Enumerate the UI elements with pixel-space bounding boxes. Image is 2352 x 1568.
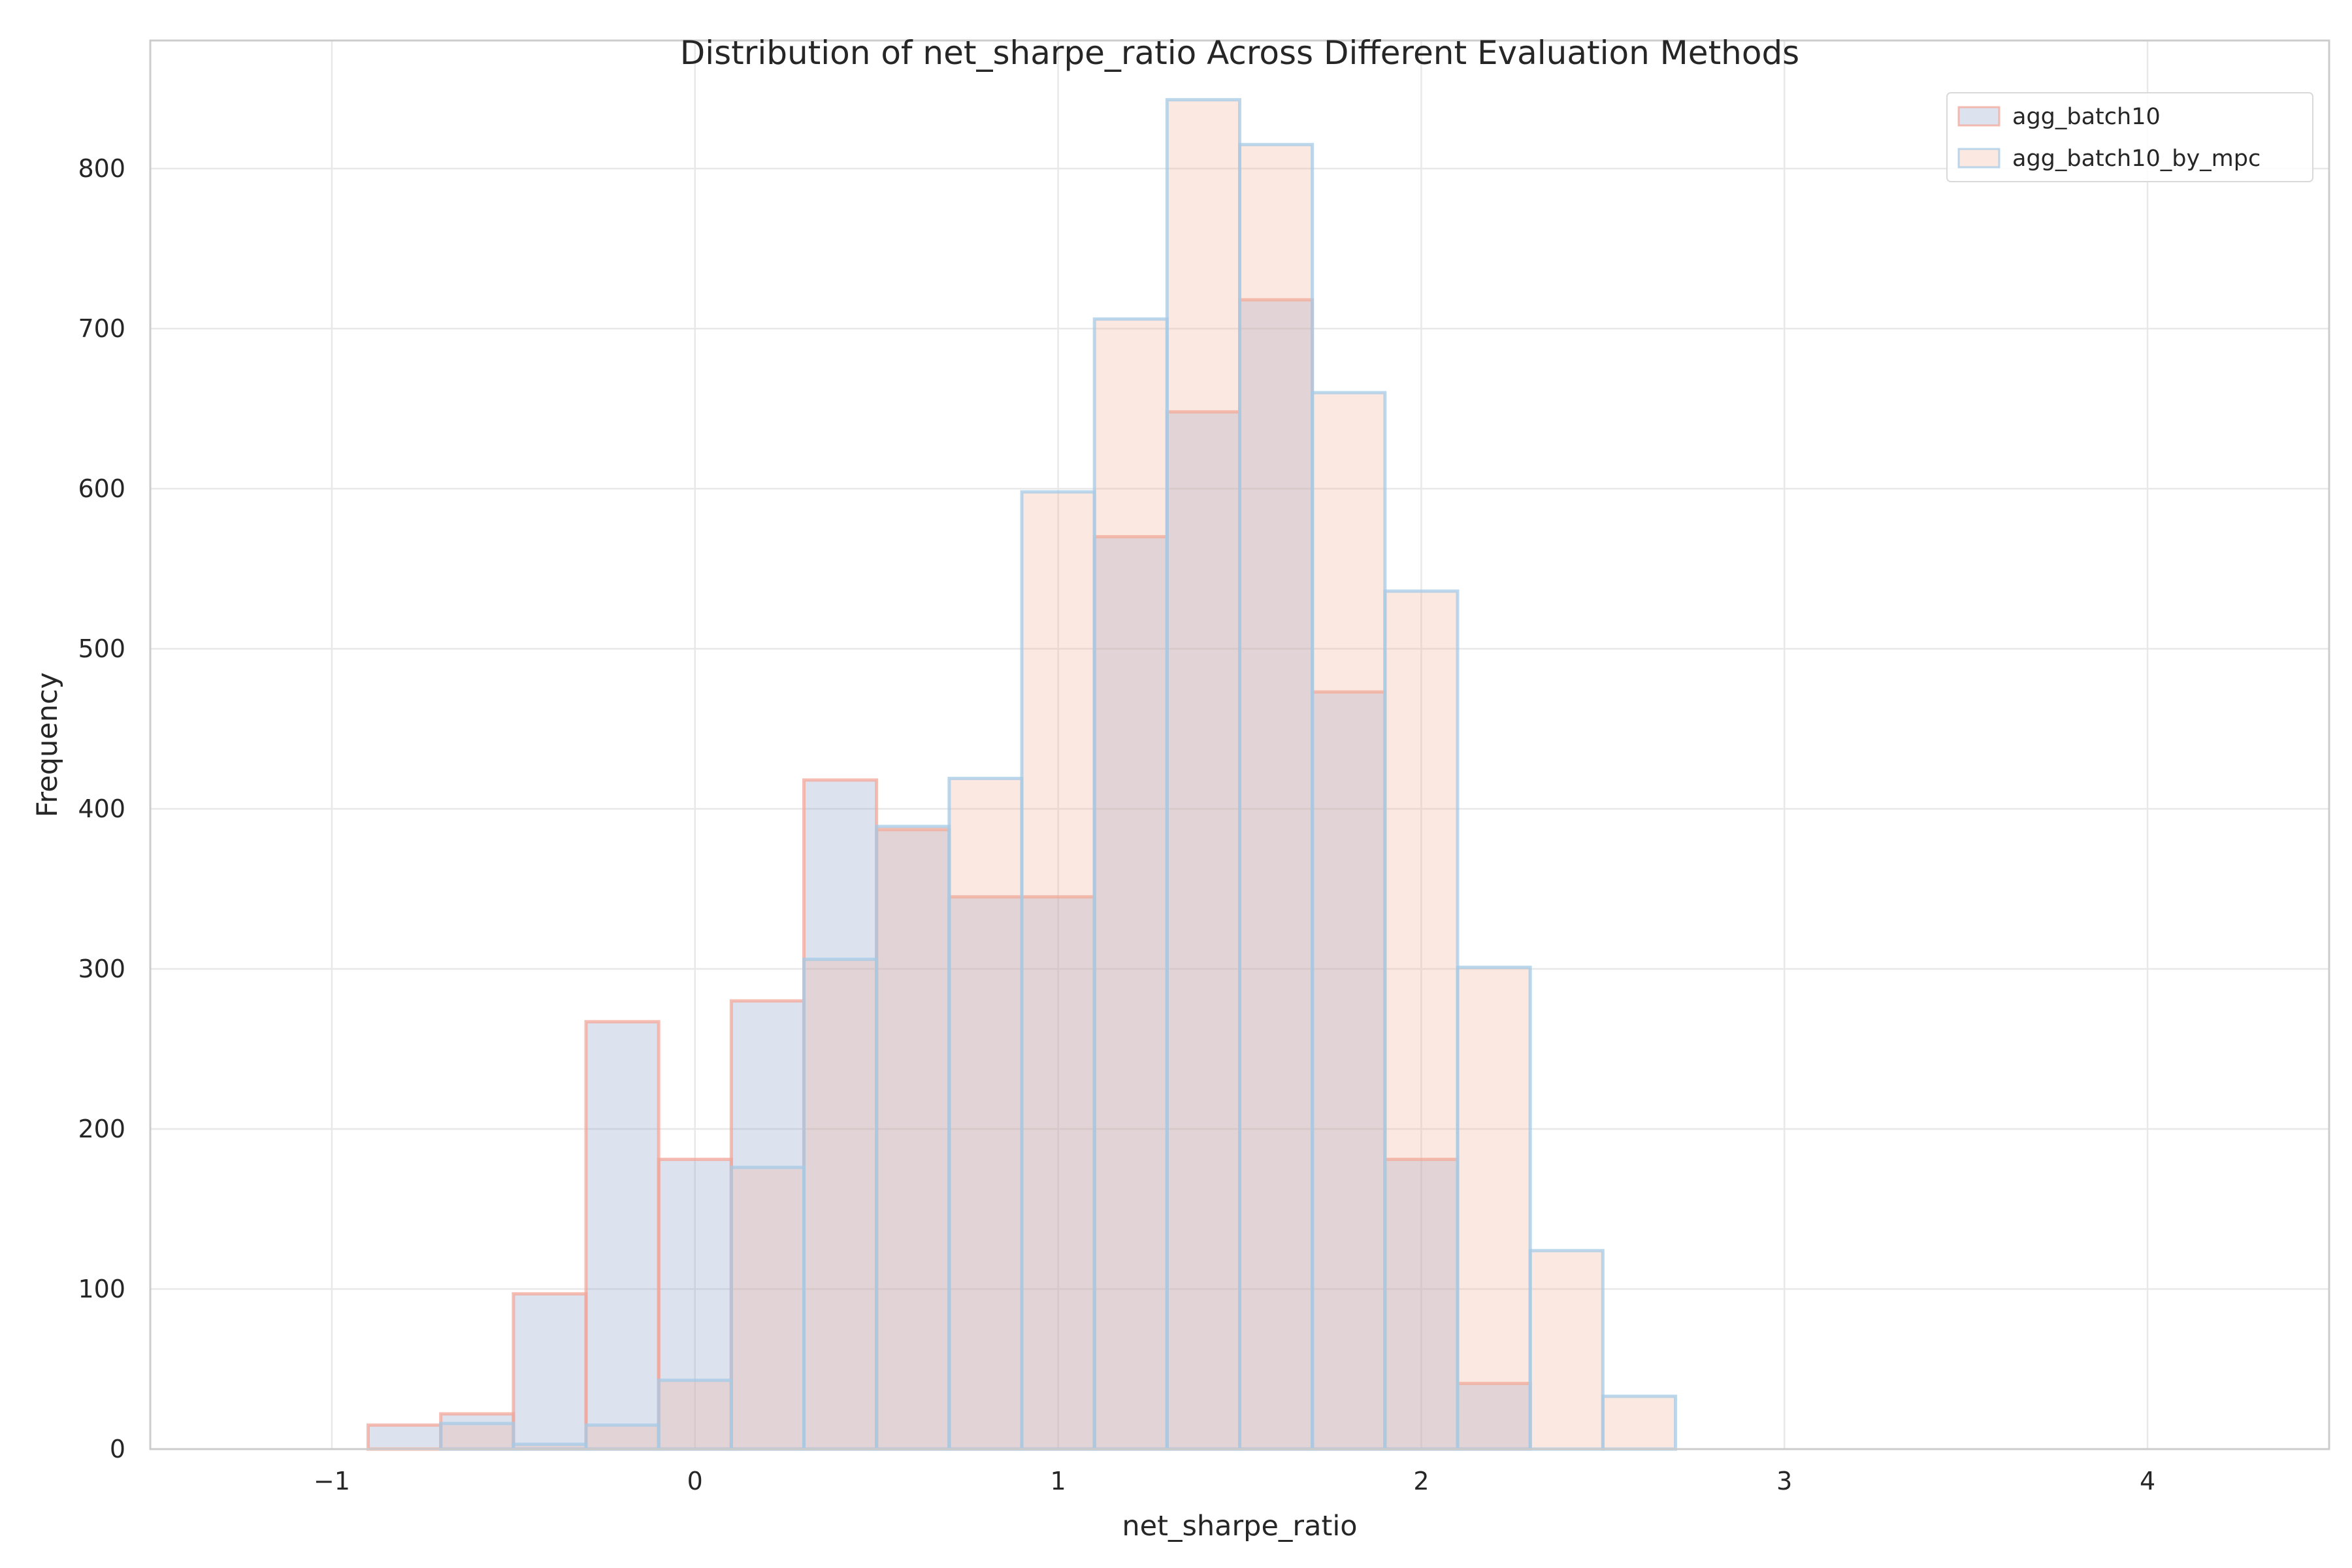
histogram-bar <box>1238 142 1315 1451</box>
series-agg-batch10 <box>367 298 1532 1451</box>
legend-swatch-agg-batch10-by-mpc <box>1957 148 2001 169</box>
y-tick-label: 200 <box>78 1115 125 1143</box>
histogram-bar <box>1456 1382 1532 1451</box>
histogram-bar <box>512 1292 588 1451</box>
y-tick-label: 600 <box>78 474 125 503</box>
histogram-bar <box>1020 490 1096 1451</box>
legend-box <box>1946 92 2313 182</box>
x-tick-label: 0 <box>687 1467 703 1495</box>
y-tick-label: 0 <box>110 1435 125 1463</box>
histogram-bar <box>1238 298 1315 1451</box>
histogram-bar <box>1456 966 1532 1451</box>
x-tick-label: −1 <box>314 1467 350 1495</box>
histogram-bar <box>657 1158 733 1451</box>
histogram-bar <box>1601 1394 1677 1451</box>
y-tick-label: 800 <box>78 154 125 183</box>
histogram-bar <box>1311 690 1387 1451</box>
chart-title: Distribution of net_sharpe_ratio Across … <box>680 34 1800 72</box>
histogram-bar <box>1383 1158 1460 1451</box>
x-tick-label: 2 <box>1413 1467 1429 1495</box>
histogram-bar <box>1092 535 1169 1451</box>
histogram-bar <box>1528 1249 1605 1451</box>
histogram-bar <box>1092 317 1169 1451</box>
histogram-bar <box>657 1379 733 1451</box>
histogram-bar <box>1165 98 1242 1451</box>
x-tick-label: 3 <box>1776 1467 1792 1495</box>
x-tick-label: 4 <box>2140 1467 2155 1495</box>
legend-swatch-agg-batch10 <box>1957 106 2001 127</box>
histogram-bar <box>584 1423 661 1451</box>
histogram-bar <box>1383 589 1460 1451</box>
y-tick-label: 300 <box>78 955 125 983</box>
histogram-bars <box>367 98 1677 1451</box>
legend-label-agg-batch10-by-mpc: agg_batch10_by_mpc <box>2012 146 2261 172</box>
series-agg-batch10-by-mpc <box>439 98 1677 1451</box>
legend: agg_batch10 agg_batch10_by_mpc <box>1946 92 2313 182</box>
histogram-bar <box>875 825 951 1451</box>
x-axis-label: net_sharpe_ratio <box>1122 1510 1357 1543</box>
histogram-bar <box>875 828 951 1451</box>
histogram-bar <box>439 1422 515 1451</box>
y-tick-label: 500 <box>78 634 125 663</box>
histogram-bar <box>1165 410 1242 1451</box>
histogram-bar <box>947 776 1024 1451</box>
axis-ticks: −1 0 1 2 3 4 0 100 200 300 400 500 600 700 800 <box>78 154 2155 1495</box>
plot-frame <box>149 39 2330 1450</box>
histogram-bar <box>802 957 879 1451</box>
histogram-bar <box>367 1423 443 1451</box>
histogram-bar <box>584 1020 661 1451</box>
y-axis-label: Frequency <box>31 672 64 817</box>
y-tick-label: 700 <box>78 314 125 343</box>
y-tick-label: 400 <box>78 794 125 823</box>
x-tick-label: 1 <box>1050 1467 1066 1495</box>
histogram-bar <box>1311 391 1387 1451</box>
legend-label-agg-batch10: agg_batch10 <box>2012 104 2161 130</box>
y-tick-label: 100 <box>78 1275 125 1303</box>
histogram-bar <box>729 1166 806 1451</box>
